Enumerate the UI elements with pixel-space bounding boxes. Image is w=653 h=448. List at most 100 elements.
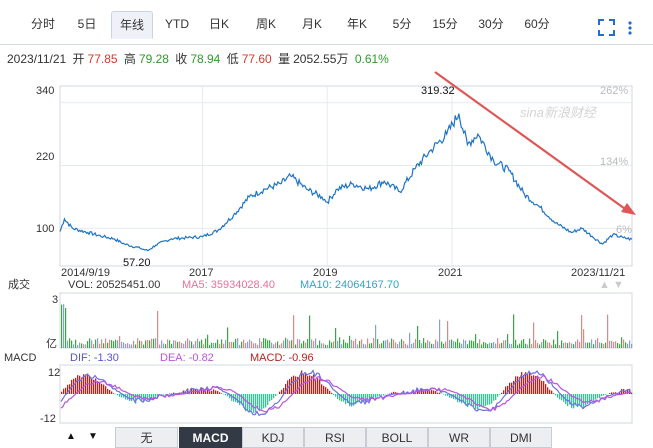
tab-daily-k[interactable]: 日K (208, 17, 229, 31)
macd-bar (335, 394, 337, 397)
more-icon[interactable] (622, 20, 638, 36)
macd-bar (231, 394, 233, 401)
volume-bar (427, 340, 429, 348)
indicator-tab-boll[interactable]: BOLL (366, 427, 428, 448)
indicator-tab-kdj[interactable]: KDJ (242, 427, 304, 448)
volume-bar (313, 340, 315, 348)
macd-bar (259, 394, 261, 412)
macd-bar (475, 394, 477, 409)
min-price-label: 57.20 (123, 257, 151, 269)
volume-bar (271, 342, 273, 348)
vol-value-text: VOL: 20525451.00 (68, 279, 160, 291)
indicator-tab-rsi[interactable]: RSI (304, 427, 366, 448)
macd-bar (371, 394, 373, 398)
macd-bar (533, 375, 535, 394)
macd-bar (129, 394, 131, 401)
volume-bar (163, 343, 165, 348)
volume-bar (609, 340, 611, 348)
volume-bar (183, 343, 185, 348)
volume-bar (97, 338, 99, 348)
volume-bar (279, 344, 281, 348)
indicator-tab-none[interactable]: 无 (115, 427, 178, 448)
macd-bar (589, 394, 591, 404)
tab-30min[interactable]: 30分 (478, 17, 504, 31)
volume-bar (261, 341, 263, 348)
macd-bar (73, 378, 75, 394)
tab-intraday[interactable]: 分时 (30, 17, 55, 31)
macd-bar (491, 394, 493, 404)
stock-chart[interactable]: sina新浪财经 340 220 100 262% 134% 6% 319.32… (0, 70, 653, 425)
volume-bar (205, 338, 207, 348)
volume-bar (401, 339, 403, 348)
macd-bar (337, 394, 339, 400)
macd-bar (135, 394, 137, 404)
macd-bar (609, 393, 611, 394)
tab-weekly-k[interactable]: 周K (255, 17, 276, 31)
macd-histogram (61, 370, 633, 413)
indicator-tab-macd[interactable]: MACD (179, 427, 242, 448)
macd-bar (287, 380, 289, 394)
indicator-tab-dmi[interactable]: DMI (490, 427, 552, 448)
fullscreen-icon[interactable] (598, 19, 615, 36)
tab-monthly-k[interactable]: 月K (301, 17, 322, 31)
tab-15min[interactable]: 15分 (432, 17, 458, 31)
indicator-bar: ▲ ▼ 无 MACD KDJ RSI BOLL WR DMI (0, 426, 653, 448)
tab-60min[interactable]: 60分 (524, 17, 550, 31)
tab-5day[interactable]: 5日 (77, 17, 97, 31)
macd-bar (89, 375, 91, 394)
volume-panel-arrows[interactable]: ▲ ▼ (599, 279, 624, 291)
macd-bar (163, 394, 165, 395)
open-label: 开 (72, 52, 85, 66)
tab-year-line[interactable]: 年线 (111, 11, 153, 39)
macd-bar (111, 391, 113, 394)
macd-bar (215, 390, 217, 394)
price-tick-100: 100 (36, 223, 54, 235)
volume-bar (545, 340, 547, 348)
macd-bar (245, 394, 247, 412)
scroll-up-button[interactable]: ▲ (66, 431, 76, 442)
volume-bar (457, 338, 459, 348)
macd-bar (467, 394, 469, 408)
macd-bar (81, 377, 83, 394)
volume-bar (579, 341, 581, 348)
volume-bar (569, 342, 571, 348)
volume-bar (479, 339, 481, 348)
macd-bar (369, 394, 371, 402)
volume-bar (375, 324, 377, 348)
volume-bar (571, 343, 573, 348)
macd-bar (109, 389, 111, 394)
volume-bar (217, 339, 219, 348)
macd-bar (515, 376, 517, 394)
macd-bar (157, 394, 159, 397)
macd-bar (355, 394, 357, 405)
volume-bar (245, 342, 247, 348)
scroll-down-button[interactable]: ▼ (88, 431, 98, 442)
volume-bar (289, 340, 291, 348)
volume-bar (319, 340, 321, 348)
volume-bar (413, 342, 415, 348)
dif-value-text: DIF: -1.30 (70, 352, 119, 364)
volume-bar (585, 342, 587, 348)
tab-yearly-k[interactable]: 年K (346, 17, 367, 31)
volume-bar (471, 340, 473, 348)
macd-bar (151, 394, 153, 398)
volume-bar (277, 341, 279, 348)
tab-ytd[interactable]: YTD (165, 17, 189, 31)
volume-bar (177, 341, 179, 348)
x-label-2017: 2017 (189, 267, 213, 279)
macd-bar (529, 371, 531, 394)
volume-bar (631, 343, 633, 348)
macd-bar (571, 394, 573, 409)
price-panel-frame (59, 85, 633, 267)
macd-bar (519, 377, 521, 394)
indicator-tab-wr[interactable]: WR (428, 427, 490, 448)
tab-5min[interactable]: 5分 (392, 17, 412, 31)
trend-arrow-head (621, 203, 636, 215)
volume-bar (499, 343, 501, 348)
volume-bar (463, 339, 465, 348)
volume-panel-frame (59, 292, 633, 349)
volume-bar (353, 340, 355, 348)
macd-bar (583, 394, 585, 409)
volume-bar (173, 340, 175, 348)
volume-bar (151, 338, 153, 348)
